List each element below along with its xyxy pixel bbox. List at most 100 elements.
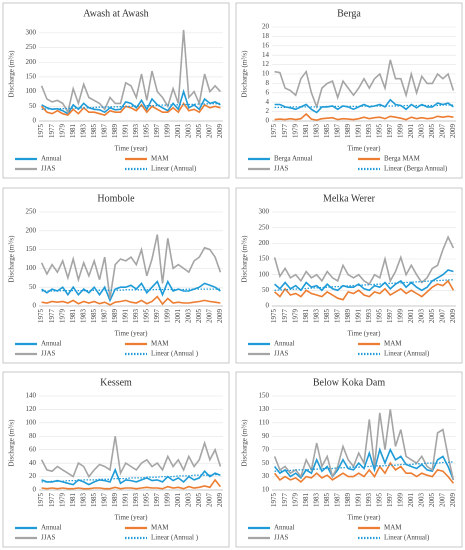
x-tick-label: 1999 xyxy=(163,124,171,139)
x-tick-label: 1977 xyxy=(281,309,289,324)
x-tick-label: 1983 xyxy=(312,493,320,508)
legend-label: JJAS xyxy=(41,350,56,358)
x-tick-label: 1981 xyxy=(69,124,77,139)
x-tick-label: 1997 xyxy=(386,493,394,508)
x-tick-label: 2009 xyxy=(216,493,224,508)
x-tick-label: 1997 xyxy=(153,493,161,508)
series-line xyxy=(41,101,221,116)
y-tick-label: 6 xyxy=(266,88,270,96)
y-tick-label: 70 xyxy=(262,445,270,453)
x-tick-label: 2005 xyxy=(195,309,203,324)
series-line xyxy=(40,234,222,299)
x-tick-label: 1991 xyxy=(354,309,362,324)
x-tick-label: 1993 xyxy=(132,493,140,508)
x-tick-label: 1985 xyxy=(323,124,331,139)
x-tick-label: 1993 xyxy=(365,309,373,324)
x-tick-label: 2005 xyxy=(428,124,436,139)
x-tick-label: 1993 xyxy=(132,124,140,139)
x-tick-label: 2001 xyxy=(174,309,182,324)
y-tick-label: 10 xyxy=(262,486,270,494)
y-axis-label: Discharge (m³/s) xyxy=(8,235,16,283)
legend-label: JJAS xyxy=(274,534,289,542)
x-tick-label: 2009 xyxy=(216,124,224,139)
x-tick-label: 1985 xyxy=(90,124,98,139)
x-tick-label: 1979 xyxy=(58,124,66,139)
y-tick-label: 200 xyxy=(259,239,270,247)
x-tick-label: 1987 xyxy=(100,309,108,324)
y-tick-label: 10 xyxy=(262,70,270,78)
chart-title: Awash at Awash xyxy=(83,8,148,19)
legend-label: MAM xyxy=(151,340,169,348)
chart-title: Kessem xyxy=(100,377,132,388)
x-tick-label: 1979 xyxy=(291,124,299,139)
x-tick-label: 2001 xyxy=(174,493,182,508)
series-line xyxy=(41,467,221,486)
series-line xyxy=(40,29,221,115)
y-tick-label: 20 xyxy=(262,23,270,31)
x-tick-label: 1997 xyxy=(153,309,161,324)
x-tick-label: 1999 xyxy=(163,309,171,324)
x-tick-label: 1989 xyxy=(344,309,352,324)
y-tick-label: 150 xyxy=(26,245,37,253)
x-tick-label: 1985 xyxy=(90,493,98,508)
x-tick-label: 1995 xyxy=(375,124,383,139)
x-tick-label: 1993 xyxy=(365,124,373,139)
series-line xyxy=(40,436,222,479)
series-line xyxy=(274,112,454,121)
y-tick-label: 50 xyxy=(262,286,270,294)
x-tick-label: 1989 xyxy=(111,309,119,324)
y-axis-label: Discharge (m³/s) xyxy=(241,419,249,467)
legend-label: MAM xyxy=(151,524,169,532)
y-axis-label: Discharge (m³/s) xyxy=(8,419,16,467)
y-tick-label: 200 xyxy=(26,226,37,234)
x-tick-label: 2001 xyxy=(407,493,415,508)
x-tick-label: 2007 xyxy=(438,124,446,139)
x-tick-label: 1975 xyxy=(270,124,278,139)
x-tick-label: 2003 xyxy=(184,493,192,508)
x-tick-label: 2007 xyxy=(205,493,213,508)
x-tick-label: 1989 xyxy=(344,493,352,508)
series-line xyxy=(274,269,454,292)
y-tick-label: 150 xyxy=(259,255,270,263)
x-tick-label: 2009 xyxy=(449,124,457,139)
y-tick-label: 200 xyxy=(26,58,37,66)
legend-label: JJAS xyxy=(41,165,56,173)
x-tick-label: 1989 xyxy=(111,124,119,138)
y-tick-label: 80 xyxy=(29,432,37,440)
x-tick-label: 1981 xyxy=(302,309,310,324)
legend-label: Annual xyxy=(41,155,62,163)
legend-label: JJAS xyxy=(274,165,289,173)
legend-label: JJAS xyxy=(41,534,56,542)
x-tick-label: 2001 xyxy=(407,124,415,139)
y-tick-label: 110 xyxy=(259,418,270,426)
x-tick-label: 1995 xyxy=(375,493,383,508)
x-tick-label: 1977 xyxy=(48,309,56,324)
y-tick-label: 16 xyxy=(262,41,270,49)
x-tick-label: 2003 xyxy=(417,493,425,508)
x-axis-label: Time (year) xyxy=(348,514,382,522)
x-tick-label: 1999 xyxy=(396,493,404,508)
legend-label: JJAS xyxy=(274,350,289,358)
x-tick-label: 2005 xyxy=(195,124,203,139)
x-tick-label: 2003 xyxy=(417,309,425,324)
y-tick-label: 2 xyxy=(266,107,270,115)
x-tick-label: 1985 xyxy=(323,493,331,508)
legend-label: Linear (Berga Annual) xyxy=(384,165,448,173)
x-tick-label: 1987 xyxy=(100,124,108,139)
x-tick-label: 1981 xyxy=(302,493,310,508)
x-tick-label: 1999 xyxy=(396,124,404,139)
x-tick-label: 2009 xyxy=(216,309,224,324)
x-tick-label: 1977 xyxy=(281,124,289,139)
legend-label: Annual xyxy=(274,340,295,348)
x-tick-label: 1995 xyxy=(375,309,383,324)
y-tick-label: 100 xyxy=(259,270,270,278)
y-tick-label: 0 xyxy=(33,117,37,125)
x-tick-label: 1983 xyxy=(312,309,320,324)
x-tick-label: 2001 xyxy=(407,309,415,324)
x-tick-label: 2003 xyxy=(417,124,425,139)
x-tick-label: 1997 xyxy=(153,124,161,139)
legend-label: Annual xyxy=(274,524,295,532)
y-tick-label: 50 xyxy=(29,283,37,291)
panel xyxy=(2,371,230,548)
x-axis-label: Time (year) xyxy=(115,330,149,338)
